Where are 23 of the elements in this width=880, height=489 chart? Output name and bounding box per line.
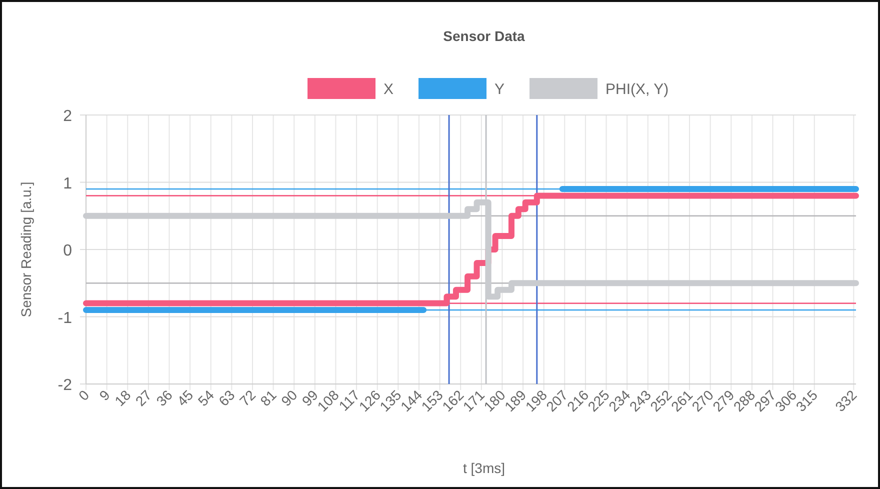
x-tick-label: 332	[832, 386, 860, 415]
legend-label: PHI(X, Y)	[606, 81, 669, 98]
y-tick-label: -1	[58, 310, 72, 327]
x-tick-label: 54	[194, 386, 218, 410]
x-tick-label: 9	[96, 386, 114, 404]
y-tick-label: -2	[58, 377, 72, 394]
x-tick-label: 72	[236, 386, 259, 410]
y-tick-label: 0	[63, 242, 72, 260]
y-tick-label: 1	[63, 175, 72, 192]
x-tick-label: 90	[278, 386, 300, 410]
y-tick-label: 2	[63, 108, 72, 125]
x-tick-label: 18	[111, 386, 134, 410]
x-tick-label: 0	[75, 386, 92, 404]
y-axis-title: Sensor Reading [a.u.]	[18, 182, 34, 318]
legend-label: X	[384, 81, 394, 98]
x-tick-label: 36	[153, 386, 176, 410]
chart-title: Sensor Data	[443, 28, 526, 44]
x-tick-label: 81	[257, 386, 280, 410]
x-axis-title: t [3ms]	[462, 460, 506, 476]
x-tick-label: 45	[174, 386, 196, 410]
x-tick-label: 27	[132, 386, 155, 410]
legend-label: Y	[494, 81, 505, 98]
x-tick-label: 63	[215, 386, 238, 410]
